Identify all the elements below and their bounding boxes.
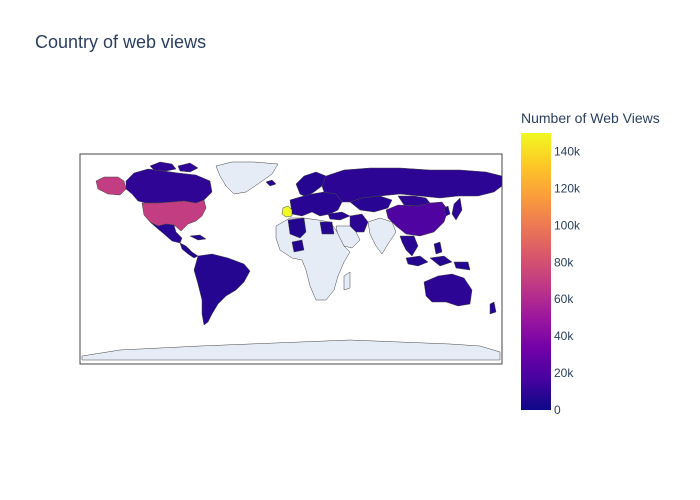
region-indonesia-3[interactable]: [453, 261, 471, 271]
region-canada-islands[interactable]: [149, 161, 177, 172]
region-africa[interactable]: [275, 217, 351, 301]
region-new-zealand[interactable]: [489, 301, 497, 315]
region-canada-islands-2[interactable]: [177, 162, 199, 173]
region-turkey[interactable]: [327, 211, 351, 221]
region-korea[interactable]: [443, 205, 451, 217]
colorbar-tick-label: 100k: [554, 218, 581, 232]
colorbar: [521, 133, 551, 410]
region-caribbean[interactable]: [189, 234, 207, 241]
colorbar-tick-label: 60k: [554, 292, 574, 306]
region-southeast-asia[interactable]: [399, 235, 419, 257]
region-russia[interactable]: [321, 167, 503, 203]
region-antarctica[interactable]: [81, 339, 501, 361]
region-indonesia[interactable]: [405, 255, 429, 267]
colorbar-tick-label: 20k: [554, 366, 574, 380]
region-nigeria[interactable]: [291, 239, 305, 253]
colorbar-tick-label: 40k: [554, 329, 574, 343]
region-china[interactable]: [385, 201, 449, 237]
region-indonesia-2[interactable]: [429, 255, 453, 267]
colorbar-tick-label: 0: [554, 403, 561, 417]
colorbar-title: Number of Web Views: [521, 110, 660, 126]
colorbar-tick-label: 80k: [554, 255, 574, 269]
region-greenland[interactable]: [215, 161, 279, 195]
region-algeria[interactable]: [287, 217, 307, 239]
colorbar-ticks: 0 20k 40k 60k 80k 100k 120k 140k: [554, 144, 581, 417]
region-india[interactable]: [367, 217, 397, 255]
region-united-kingdom[interactable]: [281, 205, 293, 218]
region-iceland[interactable]: [265, 179, 277, 187]
region-philippines[interactable]: [433, 241, 443, 255]
region-japan[interactable]: [451, 197, 463, 221]
region-europe[interactable]: [289, 191, 343, 217]
region-madagascar[interactable]: [343, 271, 351, 291]
region-south-america[interactable]: [193, 253, 251, 326]
region-kazakhstan[interactable]: [349, 195, 393, 213]
region-mexico[interactable]: [149, 221, 183, 244]
colorbar-tick-label: 120k: [554, 181, 581, 195]
region-central-america[interactable]: [179, 242, 199, 259]
map-regions: [81, 161, 503, 361]
chart-title: Country of web views: [35, 32, 207, 52]
region-egypt[interactable]: [319, 221, 335, 235]
colorbar-tick-label: 140k: [554, 144, 581, 158]
region-australia[interactable]: [423, 273, 473, 307]
